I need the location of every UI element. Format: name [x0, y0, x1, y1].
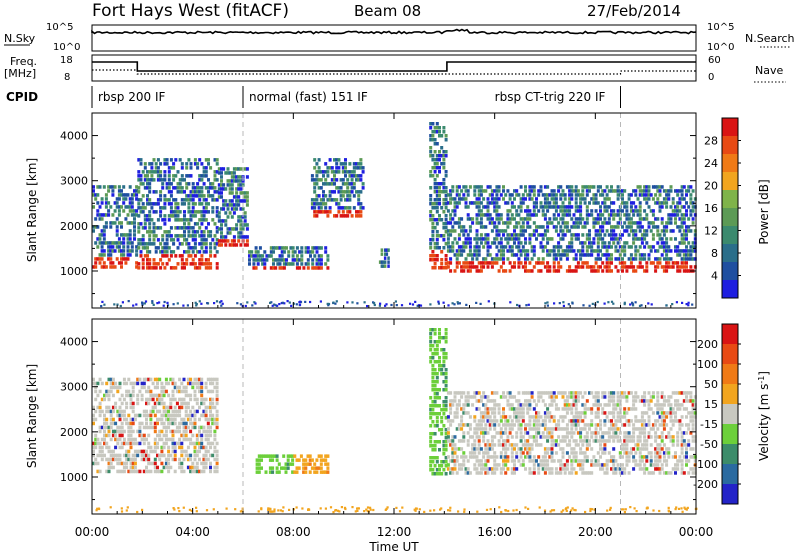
colorbar-segment: [722, 280, 738, 299]
colorbar-segment: [722, 244, 738, 263]
colorbar-segment: [722, 118, 738, 137]
x-tick-label: 12:00: [377, 525, 412, 539]
colorbar-segment: [722, 404, 738, 425]
freq-tick-bottom: 8: [64, 72, 70, 83]
freq-unit-label: [MHz]: [4, 67, 36, 80]
near-range-strip: [100, 300, 694, 308]
freq-tick-top: 18: [60, 55, 73, 66]
colorbar-tick-label: 100: [697, 358, 718, 371]
nsky-tick-top: 10^5: [46, 22, 73, 33]
date-label: 27/Feb/2014: [587, 2, 681, 20]
y-tick-label: 2000: [60, 426, 88, 439]
colorbar-tick-label: 15: [704, 398, 718, 411]
y-tick-label: 4000: [60, 130, 88, 143]
power-colorbar: 4 8 12 16 20 24 28: [704, 117, 741, 299]
colorbar-segment: [722, 324, 738, 345]
data-region: [429, 328, 448, 476]
data-region: [92, 185, 139, 269]
colorbar-segment: [722, 344, 738, 365]
data-region: [429, 122, 448, 270]
y-tick-label: 2000: [60, 220, 88, 233]
colorbar-segment: [722, 136, 738, 155]
data-region: [310, 158, 365, 218]
nsky-panel: N.Sky 10^5 10^0 10^5 10^0 N.Search: [4, 22, 795, 53]
freq-label: Freq.: [10, 55, 37, 68]
x-tick-label: 00:00: [679, 525, 714, 539]
colorbar-segment: [722, 154, 738, 173]
colorbar-tick-label: -100: [693, 458, 718, 471]
power-panel: 1000 2000 3000 4000 Slant Range [km] 4 8 12 16…: [25, 112, 771, 309]
near-range-strip: [95, 506, 698, 514]
colorbar-segment: [722, 484, 738, 505]
velocity-colorbar-label: Velocity [m s-1]: [757, 371, 772, 461]
x-axis: 00:00 04:00 08:00 12:00 16:00 20:00 00:00: [75, 113, 714, 539]
x-tick-label: 20:00: [578, 525, 613, 539]
colorbar-tick-label: 28: [704, 135, 718, 148]
y-tick-label: 3000: [60, 175, 88, 188]
colorbar-tick-label: 24: [704, 157, 718, 170]
x-tick-label: 08:00: [276, 525, 311, 539]
x-tick-label: 00:00: [75, 525, 110, 539]
colorbar-tick-label: -200: [693, 478, 718, 491]
colorbar-tick-label: 200: [697, 338, 718, 351]
colorbar-tick-label: 8: [711, 247, 718, 260]
nave-tick-bottom: 0: [708, 72, 714, 83]
x-tick-label: 04:00: [175, 525, 210, 539]
colorbar-segment: [722, 424, 738, 445]
colorbar-segment: [722, 226, 738, 245]
data-region: [255, 454, 295, 474]
velocity-ylabel: Slant Range [km]: [25, 364, 39, 468]
plot-title: Fort Hays West (fitACF): [92, 1, 289, 21]
colorbar-segment: [722, 172, 738, 191]
y-tick-label: 1000: [60, 265, 88, 278]
nsearch-tick-bottom: 10^0: [707, 42, 734, 53]
colorbar-segment: [722, 364, 738, 385]
x-tick-label: 16:00: [477, 525, 512, 539]
beam-label: Beam 08: [354, 2, 421, 20]
power-colorbar-label: Power [dB]: [757, 179, 771, 244]
colorbar-tick-label: 16: [704, 202, 718, 215]
colorbar-tick-label: -50: [700, 438, 718, 451]
colorbar-segment: [722, 464, 738, 485]
data-region: [446, 185, 697, 273]
nave-tick-top: 60: [708, 55, 721, 66]
y-tick-label: 3000: [60, 381, 88, 394]
data-region: [137, 158, 219, 270]
colorbar-segment: [722, 262, 738, 281]
nsearch-tick-top: 10^5: [707, 22, 734, 33]
cpid-mode-label: rbsp 200 IF: [98, 90, 165, 104]
nsky-label: N.Sky: [4, 32, 36, 45]
data-region: [446, 391, 697, 475]
nave-label: Nave: [755, 64, 783, 77]
colorbar-segment: [722, 444, 738, 465]
nsearch-label: N.Search: [745, 32, 795, 45]
cpid-mode-label: normal (fast) 151 IF: [249, 90, 368, 104]
cpid-mode-label: rbsp CT-trig 220 IF: [495, 90, 606, 104]
y-tick-label: 1000: [60, 471, 88, 484]
freq-panel: Freq. [MHz] 18 8 60 0 Nave: [4, 54, 786, 83]
cpid-label: CPID: [6, 90, 38, 104]
colorbar-segment: [722, 384, 738, 405]
power-ylabel: Slant Range [km]: [25, 158, 39, 262]
colorbar-tick-label: 20: [704, 180, 718, 193]
data-region: [378, 248, 390, 268]
velocity-panel: 1000 2000 3000 4000 Slant Range [km] 200 100…: [25, 318, 772, 515]
colorbar-tick-label: -15: [700, 418, 718, 431]
y-tick-label: 4000: [60, 336, 88, 349]
colorbar-segment: [722, 208, 738, 227]
data-region: [293, 454, 330, 474]
colorbar-frame: [721, 323, 739, 505]
data-region: [248, 246, 330, 270]
data-region: [217, 167, 249, 247]
cpid-panel: CPID rbsp 200 IF normal (fast) 151 IF rbsp…: [6, 86, 621, 108]
data-region: [92, 377, 219, 474]
velocity-colorbar: 200 100 50 15 -15 -50 -100 -200: [693, 323, 741, 505]
x-axis-label: Time UT: [368, 540, 419, 554]
colorbar-tick-label: 12: [704, 225, 718, 238]
colorbar-segment: [722, 190, 738, 209]
colorbar-tick-label: 4: [711, 270, 718, 283]
colorbar-tick-label: 50: [704, 378, 718, 391]
nsky-tick-bottom: 10^0: [53, 42, 80, 53]
